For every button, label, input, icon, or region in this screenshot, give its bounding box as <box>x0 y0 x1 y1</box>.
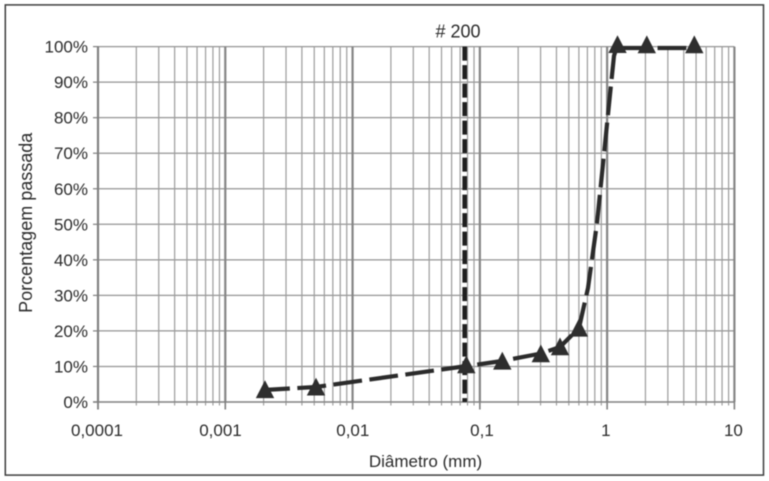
svg-text:20%: 20% <box>54 322 88 341</box>
svg-text:0%: 0% <box>63 393 88 412</box>
svg-text:1: 1 <box>601 421 610 440</box>
svg-text:0,001: 0,001 <box>199 421 242 440</box>
svg-text:70%: 70% <box>54 144 88 163</box>
svg-text:10: 10 <box>724 421 743 440</box>
svg-text:# 200: # 200 <box>435 21 480 41</box>
svg-text:60%: 60% <box>54 180 88 199</box>
svg-text:50%: 50% <box>54 215 88 234</box>
svg-text:10%: 10% <box>54 357 88 376</box>
svg-text:0,1: 0,1 <box>470 421 494 440</box>
svg-text:90%: 90% <box>54 73 88 92</box>
svg-text:Diâmetro (mm): Diâmetro (mm) <box>369 452 482 471</box>
svg-text:100%: 100% <box>45 38 88 57</box>
svg-text:Porcentagem passada: Porcentagem passada <box>16 132 36 313</box>
svg-text:80%: 80% <box>54 109 88 128</box>
svg-text:0,01: 0,01 <box>336 421 369 440</box>
svg-text:40%: 40% <box>54 251 88 270</box>
svg-text:30%: 30% <box>54 286 88 305</box>
svg-text:0,0001: 0,0001 <box>71 421 123 440</box>
